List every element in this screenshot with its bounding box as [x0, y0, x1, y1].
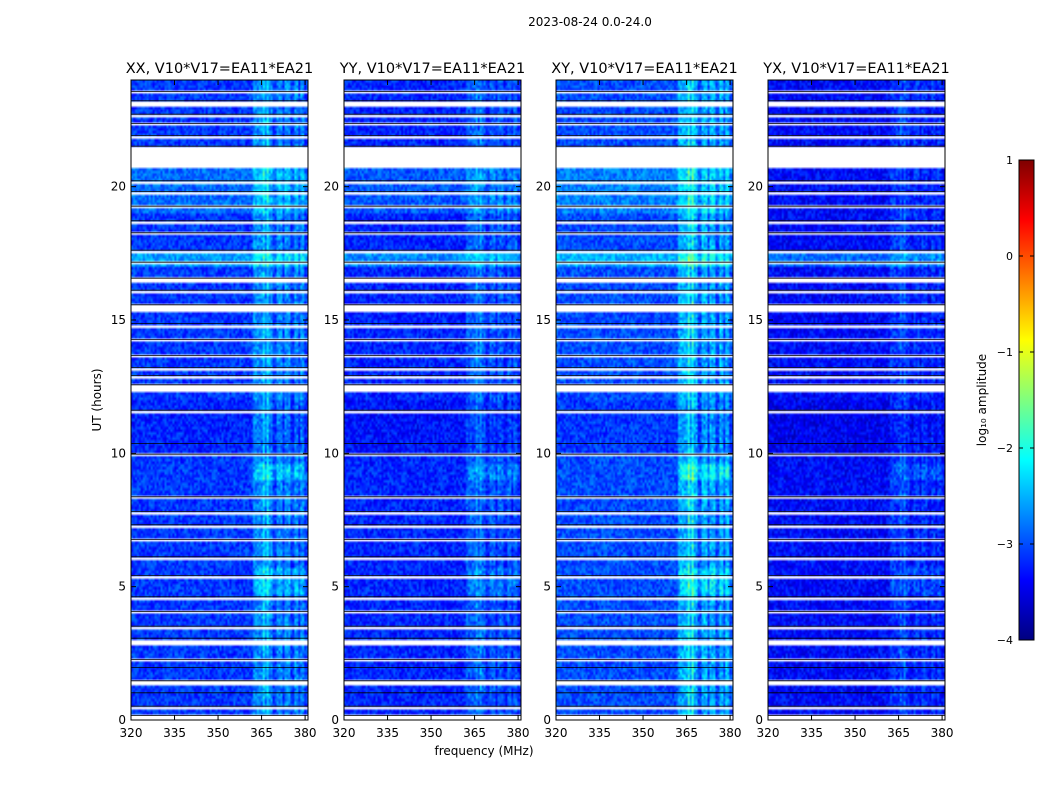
- x-tick-label: 380: [507, 726, 530, 740]
- x-tick-label: 320: [120, 726, 143, 740]
- y-tick-label: 0: [543, 713, 551, 727]
- y-tick-label: 10: [324, 446, 339, 460]
- y-axis-label: UT (hours): [90, 368, 104, 431]
- y-tick-label: 15: [748, 313, 763, 327]
- colorbar-tick-label: −4: [997, 634, 1013, 647]
- y-tick-label: 15: [324, 313, 339, 327]
- y-tick-label: 15: [111, 313, 126, 327]
- panel-0: XX, V10*V17=EA11*EA21 320 335 350 365 380 0 5 10…: [111, 61, 317, 740]
- figure-title: 2023-08-24 0.0-24.0: [528, 15, 652, 29]
- panel-title: YX, V10*V17=EA11*EA21: [762, 61, 949, 77]
- panel-3: YX, V10*V17=EA11*EA21 320 335 350 365 380 0 5 10…: [748, 61, 954, 740]
- x-tick-label: 365: [463, 726, 486, 740]
- panel-frame: [130, 79, 309, 721]
- panel-1: YY, V10*V17=EA11*EA21 320 335 350 365 380 0 5 10…: [324, 61, 530, 740]
- colorbar-tick-label: −2: [997, 442, 1013, 455]
- y-tick-label: 5: [543, 580, 551, 594]
- panel-2: XY, V10*V17=EA11*EA21 320 335 350 365 380 0 5 10…: [536, 61, 742, 740]
- x-tick-label: 380: [294, 726, 317, 740]
- y-tick-label: 15: [536, 313, 551, 327]
- colorbar-label: log₁₀ amplitude: [975, 354, 989, 446]
- x-tick-label: 320: [545, 726, 568, 740]
- colorbar-tick-label: −3: [997, 538, 1013, 551]
- x-tick-label: 365: [675, 726, 698, 740]
- colorbar-tick-label: 0: [1006, 250, 1013, 263]
- x-tick-label: 380: [719, 726, 742, 740]
- x-tick-label: 365: [887, 726, 910, 740]
- y-tick-label: 0: [331, 713, 339, 727]
- panel-title: XX, V10*V17=EA11*EA21: [126, 61, 314, 77]
- y-tick-label: 5: [118, 580, 126, 594]
- x-tick-label: 335: [800, 726, 823, 740]
- panel-title: XY, V10*V17=EA11*EA21: [551, 61, 737, 77]
- x-tick-label: 380: [931, 726, 954, 740]
- spectrogram-image: [131, 80, 308, 720]
- x-tick-label: 335: [588, 726, 611, 740]
- x-axis-label: frequency (MHz): [434, 744, 533, 758]
- x-tick-label: 350: [844, 726, 867, 740]
- spectrogram-image: [768, 80, 945, 720]
- colorbar-tick-label: −1: [997, 346, 1013, 359]
- x-tick-label: 350: [632, 726, 655, 740]
- x-tick-label: 320: [333, 726, 356, 740]
- y-tick-label: 10: [536, 446, 551, 460]
- y-tick-label: 20: [324, 180, 339, 194]
- x-tick-label: 350: [420, 726, 443, 740]
- panel-title: YY, V10*V17=EA11*EA21: [339, 61, 525, 77]
- axis-labels: frequency (MHz) UT (hours): [90, 368, 534, 758]
- y-tick-label: 20: [536, 180, 551, 194]
- x-tick-label: 335: [376, 726, 399, 740]
- colorbar-tick-label: 1: [1006, 154, 1013, 167]
- y-tick-label: 0: [118, 713, 126, 727]
- x-tick-label: 365: [250, 726, 273, 740]
- spectrogram-image: [556, 80, 733, 720]
- panel-frame: [767, 79, 946, 721]
- spectrogram-image: [344, 80, 521, 720]
- y-tick-label: 5: [331, 580, 339, 594]
- y-tick-label: 10: [748, 446, 763, 460]
- y-tick-label: 10: [111, 446, 126, 460]
- y-tick-label: 0: [755, 713, 763, 727]
- colorbar: 1 0 −1 −2 −3 −4 log₁₀ amplitude: [975, 154, 1035, 647]
- colorbar-scale: [1018, 159, 1035, 641]
- y-tick-label: 5: [755, 580, 763, 594]
- x-tick-label: 320: [757, 726, 780, 740]
- y-tick-label: 20: [748, 180, 763, 194]
- panel-frame: [343, 79, 522, 721]
- panels: XX, V10*V17=EA11*EA21 320 335 350 365 380 0 5 10…: [111, 61, 954, 740]
- x-tick-label: 350: [207, 726, 230, 740]
- y-tick-label: 20: [111, 180, 126, 194]
- panel-frame: [555, 79, 734, 721]
- x-tick-label: 335: [163, 726, 186, 740]
